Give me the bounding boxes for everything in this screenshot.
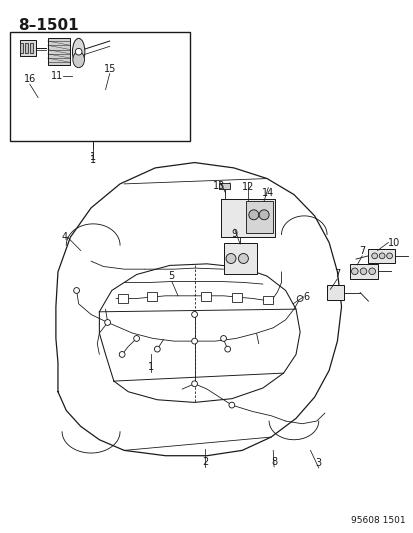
Bar (219, 183, 229, 189)
Bar (231, 293, 242, 302)
Bar (223, 243, 256, 274)
Bar (20, 40, 36, 56)
Circle shape (133, 336, 139, 341)
Bar (262, 296, 273, 304)
Text: 10: 10 (387, 238, 400, 247)
Bar (25, 43, 28, 53)
Text: 95608 1501: 95608 1501 (351, 516, 405, 525)
Text: 5: 5 (168, 271, 175, 281)
Bar (200, 292, 211, 301)
Text: 15: 15 (103, 63, 116, 74)
Circle shape (104, 320, 110, 325)
Circle shape (191, 312, 197, 317)
Circle shape (119, 352, 125, 357)
Bar (118, 294, 128, 303)
Circle shape (371, 253, 377, 259)
Bar (246, 201, 273, 233)
Text: 1: 1 (148, 362, 154, 372)
Circle shape (191, 381, 197, 386)
Text: 1: 1 (90, 152, 96, 162)
Ellipse shape (72, 38, 85, 65)
Text: 12: 12 (242, 182, 254, 192)
Circle shape (386, 253, 392, 259)
Text: 3: 3 (315, 458, 321, 468)
Circle shape (228, 402, 234, 408)
Circle shape (368, 268, 375, 274)
Circle shape (359, 268, 366, 274)
Text: 8: 8 (271, 457, 276, 467)
Text: 1: 1 (90, 155, 96, 165)
Circle shape (225, 254, 235, 263)
Bar (368, 249, 394, 263)
Text: 4: 4 (61, 232, 67, 242)
Text: 2: 2 (201, 457, 208, 467)
Circle shape (75, 49, 82, 55)
Circle shape (297, 296, 302, 301)
Circle shape (220, 336, 226, 341)
Ellipse shape (73, 52, 84, 68)
Text: 13: 13 (213, 181, 225, 191)
Bar (10, 32, 190, 141)
Bar (349, 264, 377, 279)
Circle shape (191, 338, 197, 344)
Circle shape (154, 346, 160, 352)
Bar (20, 43, 23, 53)
Bar (30, 43, 33, 53)
Bar (47, 38, 70, 65)
Text: 14: 14 (261, 188, 274, 198)
Text: 9: 9 (231, 229, 237, 239)
Circle shape (34, 89, 42, 98)
Circle shape (259, 210, 268, 220)
Circle shape (378, 253, 384, 259)
Text: 8–1501: 8–1501 (18, 18, 78, 33)
Circle shape (224, 346, 230, 352)
Bar (29, 97, 47, 104)
Bar (72, 90, 95, 103)
Circle shape (351, 268, 357, 274)
Circle shape (74, 288, 79, 293)
Circle shape (248, 210, 258, 220)
Text: 16: 16 (24, 74, 36, 84)
Ellipse shape (90, 82, 104, 102)
Bar (221, 199, 275, 237)
Bar (147, 292, 157, 301)
Text: 7: 7 (333, 269, 340, 279)
Text: 11: 11 (50, 71, 63, 81)
Text: 6: 6 (303, 292, 309, 302)
Ellipse shape (91, 83, 103, 90)
Text: 7: 7 (358, 246, 365, 256)
Bar (326, 285, 344, 300)
Circle shape (238, 254, 248, 263)
